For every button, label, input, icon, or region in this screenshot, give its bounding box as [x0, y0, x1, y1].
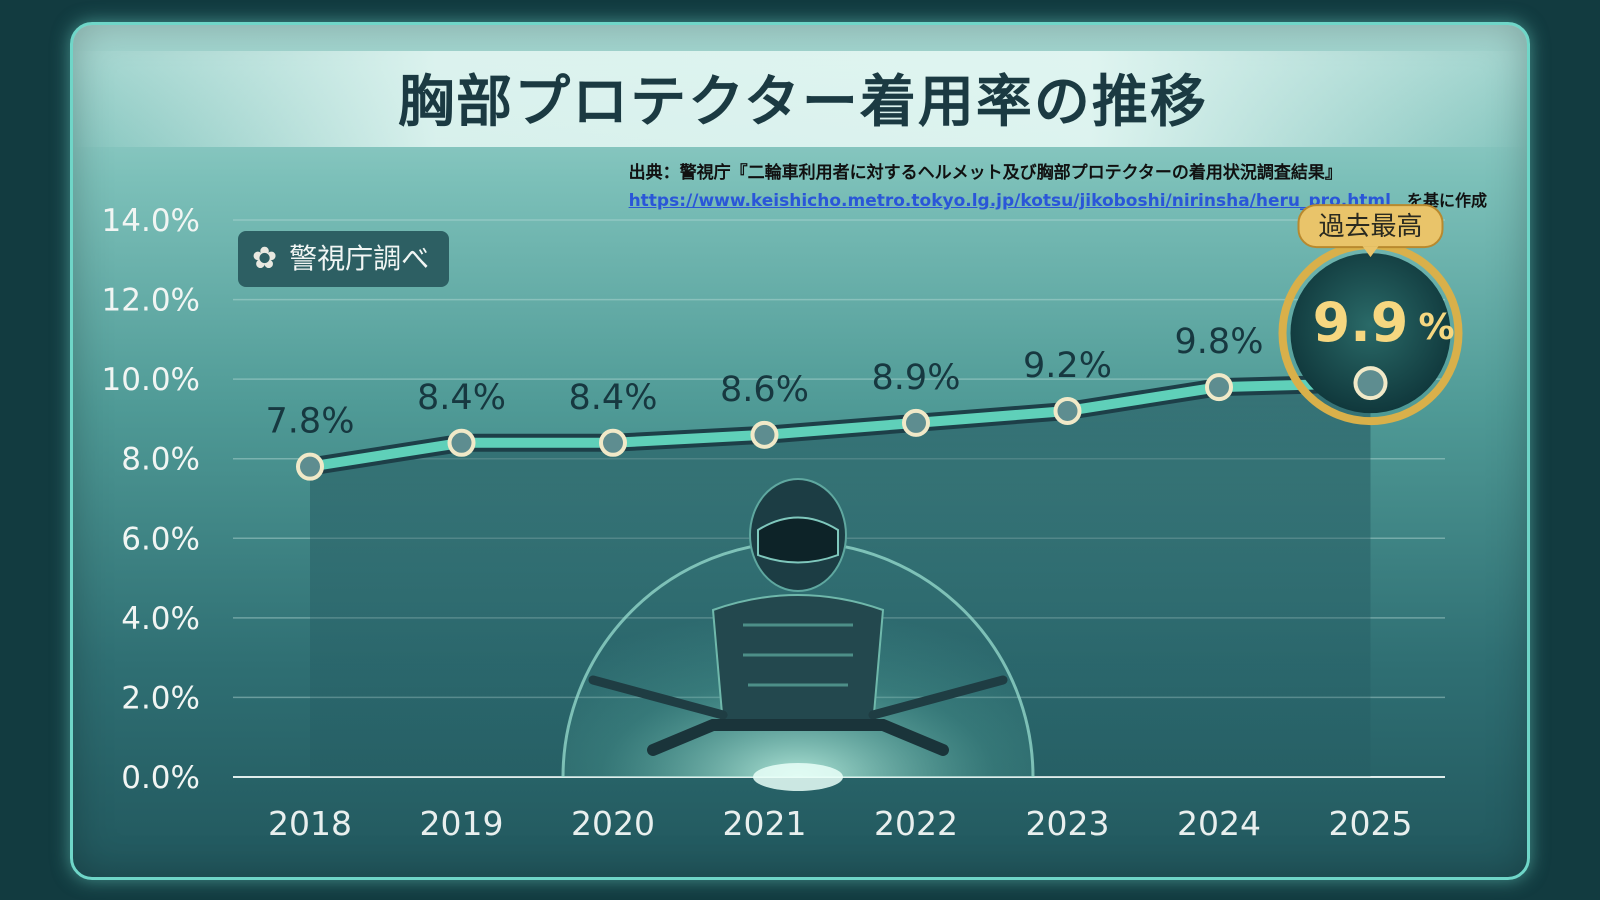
y-tick-label: 0.0%: [121, 760, 200, 796]
data-point: [1053, 396, 1082, 425]
line-chart: 0.0% 2.0% 4.0% 6.0% 8.0% 10.0% 12.0% 14.0% 7.8%…: [102, 203, 1463, 843]
record-tag-pointer: [1362, 246, 1379, 258]
data-label: 8.9%: [872, 358, 961, 398]
data-point: [1205, 373, 1233, 402]
x-tick-label: 2021: [723, 804, 807, 843]
rider-illustration: [561, 478, 1035, 791]
data-point: [750, 420, 779, 449]
record-disc: [1290, 253, 1451, 414]
police-badge-label: 警視庁調べ: [289, 242, 430, 275]
data-label: 8.6%: [720, 370, 809, 410]
data-point: [902, 408, 930, 437]
police-badge: ✿ 警視庁調べ: [238, 231, 450, 287]
chart-panel: 胸部プロテクター着用率の推移 出典：警視庁『二輪車利用者に対するヘルメット及び胸…: [70, 22, 1530, 880]
data-label: 9.8%: [1175, 322, 1264, 362]
x-tick-label: 2018: [268, 804, 352, 843]
y-tick-label: 14.0%: [102, 203, 200, 239]
y-tick-label: 2.0%: [121, 680, 200, 716]
y-tick-label: 6.0%: [121, 521, 200, 557]
chart-title: 胸部プロテクター着用率の推移: [398, 70, 1208, 135]
data-label: 8.4%: [417, 378, 506, 418]
x-tick-label: 2025: [1329, 804, 1413, 843]
data-point: [296, 452, 324, 481]
title-band: [73, 51, 1527, 147]
x-tick-label: 2023: [1026, 804, 1110, 843]
data-label: 7.8%: [266, 402, 355, 442]
source-note: 出典：警視庁『二輪車利用者に対するヘルメット及び胸部プロテクターの着用状況調査結…: [629, 159, 1487, 215]
y-tick-label: 10.0%: [102, 362, 200, 398]
sakura-icon: ✿: [252, 241, 278, 276]
record-point: [1353, 366, 1388, 401]
line-layer: [308, 374, 1371, 476]
data-point: [447, 428, 476, 457]
y-tick-label: 4.0%: [121, 601, 200, 637]
data-label: 9.2%: [1023, 346, 1112, 386]
record-unit: %: [1419, 307, 1455, 348]
data-point: [599, 428, 627, 457]
record-value: 9.9: [1313, 291, 1409, 354]
data-label: 8.4%: [569, 378, 658, 418]
x-tick-label: 2020: [571, 804, 655, 843]
record-callout: 9.9 % 過去最高: [1278, 204, 1463, 426]
source-link[interactable]: https://www.keishicho.metro.tokyo.lg.jp/…: [628, 191, 1391, 211]
source-line: 出典：警視庁『二輪車利用者に対するヘルメット及び胸部プロテクターの着用状況調査結…: [628, 163, 1342, 183]
labels-layer: 7.8% 2018 8.4% 2019 8.4% 2020 8.6% 2021 8.9% 2022…: [266, 322, 1413, 843]
x-tick-label: 2024: [1177, 804, 1261, 843]
y-tick-label: 12.0%: [102, 283, 200, 319]
record-tag-label: 過去最高: [1318, 212, 1422, 242]
y-tick-label: 8.0%: [121, 442, 200, 478]
x-tick-label: 2019: [420, 804, 504, 843]
series-line: [309, 378, 1371, 472]
x-tick-label: 2022: [874, 804, 958, 843]
